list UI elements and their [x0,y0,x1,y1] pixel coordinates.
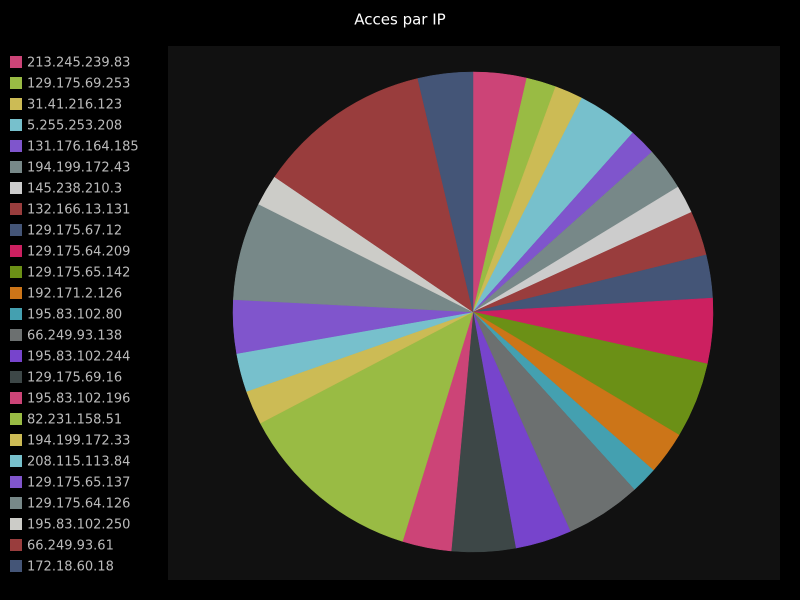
pie-slice [274,78,474,313]
legend-label: 132.166.13.131 [27,203,130,218]
legend-swatch [10,266,22,278]
legend-swatch [10,308,22,320]
chart-title: Acces par IP [354,11,445,29]
legend-swatch [10,203,22,215]
legend-label: 66.249.93.138 [27,329,122,344]
legend-swatch [10,455,22,467]
legend-label: 129.175.64.126 [27,497,130,512]
legend: 213.245.239.83 129.175.69.253 31.41.216.12… [10,56,139,575]
legend-label: 195.83.102.250 [27,518,130,533]
legend-label: 129.175.67.12 [27,224,122,239]
legend-label: 131.176.164.185 [27,140,139,155]
legend-label: 66.249.93.61 [27,539,114,554]
legend-label: 129.175.64.209 [27,245,130,260]
legend-swatch [10,119,22,131]
legend-swatch [10,245,22,257]
legend-swatch [10,329,22,341]
legend-label: 195.83.102.244 [27,350,130,365]
legend-label: 208.115.113.84 [27,455,130,470]
legend-label: 129.175.65.142 [27,266,130,281]
legend-swatch [10,476,22,488]
legend-swatch [10,392,22,404]
legend-swatch [10,413,22,425]
legend-label: 172.18.60.18 [27,560,114,575]
legend-swatch [10,371,22,383]
legend-label: 31.41.216.123 [27,98,122,113]
legend-swatch [10,182,22,194]
legend-swatch [10,77,22,89]
legend-swatch [10,350,22,362]
legend-swatch [10,224,22,236]
pie [232,71,714,553]
legend-label: 5.255.253.208 [27,119,122,134]
legend-label: 195.83.102.196 [27,392,130,407]
legend-label: 194.199.172.43 [27,161,130,176]
legend-swatch [10,140,22,152]
legend-swatch [10,56,22,68]
legend-swatch [10,539,22,551]
legend-swatch [10,560,22,572]
legend-swatch [10,497,22,509]
legend-swatch [10,434,22,446]
legend-swatch [10,518,22,530]
legend-label: 82.231.158.51 [27,413,122,428]
legend-label: 192.171.2.126 [27,287,122,302]
legend-swatch [10,287,22,299]
legend-label: 195.83.102.80 [27,308,122,323]
pie-slice [417,71,474,313]
legend-swatch [10,98,22,110]
legend-label: 194.199.172.33 [27,434,130,449]
legend-label: 129.175.65.137 [27,476,130,491]
legend-label: 129.175.69.16 [27,371,122,386]
legend-swatch [10,161,22,173]
pie-slice [259,311,474,542]
legend-label: 145.238.210.3 [27,182,122,197]
legend-label: 213.245.239.83 [27,56,130,71]
legend-label: 129.175.69.253 [27,77,130,92]
